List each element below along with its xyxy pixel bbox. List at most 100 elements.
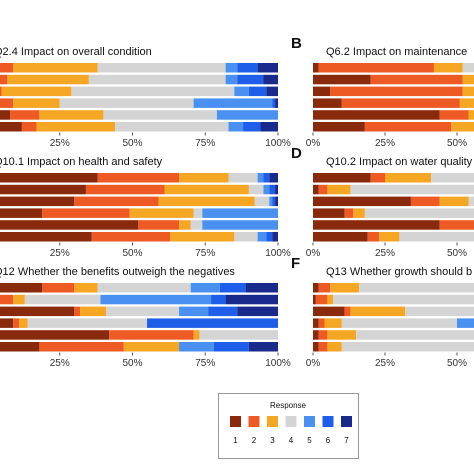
bar-segment [439,196,469,207]
panel-title: Q2.4 Impact on overall condition [0,46,152,58]
bar-segment [260,122,278,132]
bar-segment [385,173,432,183]
bar-segment [39,342,124,352]
bar-segment [341,318,457,328]
bar-segment [468,196,474,207]
bar-segment [344,306,351,317]
bar-segment [364,208,474,218]
bar-segment [341,342,474,352]
bar-segment [193,98,273,108]
bar-segment [350,184,474,195]
bar-segment [0,232,92,242]
bar-segment [439,220,474,230]
bar-segment [103,110,217,120]
bar-segment [315,294,328,305]
bar-segment [272,196,276,207]
bar-segment [19,318,28,328]
bar-segment [313,122,365,132]
bar-segment [193,330,200,340]
bar-segment [21,122,37,132]
bar-segment [457,318,474,328]
bar-segment [243,122,261,132]
bar-segment [71,86,235,97]
bar-segment [318,283,331,293]
bar-segment [327,184,351,195]
bar-segment [313,74,371,85]
bar-segment [74,283,98,293]
bar-segment [370,74,463,85]
panel-letter: B [291,35,302,52]
x-tick-label: 100% [265,358,291,369]
x-tick-label: 100% [265,138,291,149]
bar-segment [275,196,278,207]
bar-segment [313,220,440,230]
bar-segment [42,208,130,218]
bar-segment [39,110,104,120]
bar-segment [88,74,226,85]
bar-segment [327,342,342,352]
bar-segment [0,184,86,195]
x-tick-label: 100% [265,248,291,259]
bar-segment [313,110,440,120]
bar-segment [313,294,316,305]
x-tick-label: 50% [447,248,467,259]
bar-segment [1,86,72,97]
bar-segment [318,330,328,340]
bar-segment [399,232,474,242]
bar-segment [129,208,194,218]
bar-segment [269,196,273,207]
bar-segment [313,196,411,207]
legend-label: 2 [252,436,257,445]
panel-title: Q12 Whether the benefits outweigh the ne… [0,266,235,278]
bar-segment [228,173,258,183]
bar-segment [158,196,255,207]
x-tick-label: 75% [195,358,215,369]
bar-segment [234,232,258,242]
bar-segment [0,196,75,207]
bar-segment [0,283,43,293]
bar-segment [451,122,474,132]
bar-segment [0,342,40,352]
bar-segment [74,306,81,317]
x-tick-label: 0% [306,248,321,259]
bar-segment [263,173,270,183]
x-tick-label: 25% [50,138,70,149]
bar-segment [138,220,180,230]
bar-segment [327,294,334,305]
bar-segment [237,74,264,85]
bar-segment [313,318,319,328]
x-tick-label: 25% [375,138,395,149]
bar-segment [0,173,98,183]
bar-segment [13,63,98,73]
bar-segment [269,184,276,195]
legend-swatch [248,416,260,427]
bar-segment [313,208,345,218]
bar-segment [164,184,249,195]
x-tick-label: 0% [306,138,321,149]
x-tick-label: 0% [306,358,321,369]
bar-segment [208,306,238,317]
x-tick-label: 75% [195,248,215,259]
bar-segment [313,306,345,317]
bar-segment [0,63,14,73]
bar-segment [10,110,40,120]
bar-segment [13,98,60,108]
legend-title: Response [270,401,307,410]
bar-segment [27,318,148,328]
legend-swatch [230,416,241,427]
legend-swatch [341,416,352,427]
x-tick-label: 50% [447,358,467,369]
bar-segment [462,86,474,97]
legend-label: 6 [326,436,331,445]
panel-title: Q6.2 Impact on maintenance [326,46,467,58]
bar-segment [367,232,380,242]
bar-segment [431,173,474,183]
legend-swatch [304,416,315,427]
bar-segment [59,98,194,108]
bar-segment [350,306,406,317]
bar-segment [248,86,267,97]
bar-segment [313,98,342,108]
bar-segment [318,184,328,195]
bar-segment [313,342,319,352]
